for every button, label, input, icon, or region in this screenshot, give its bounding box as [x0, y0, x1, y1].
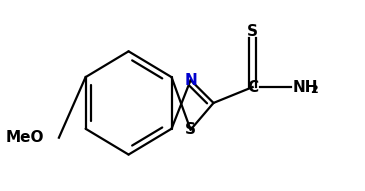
- Text: S: S: [247, 24, 258, 39]
- Text: MeO: MeO: [6, 130, 45, 145]
- Text: NH: NH: [293, 80, 318, 95]
- Text: 2: 2: [310, 85, 318, 95]
- Text: S: S: [185, 122, 196, 137]
- Text: N: N: [184, 73, 197, 88]
- Text: C: C: [247, 80, 258, 95]
